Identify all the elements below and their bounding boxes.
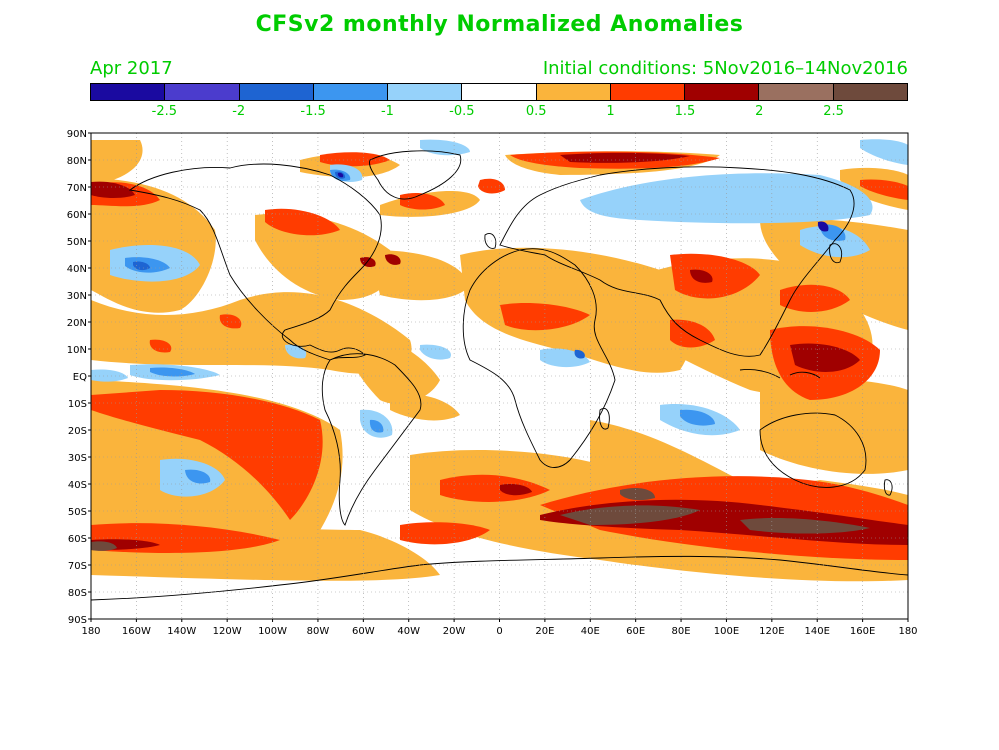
- latitude-label: 20S: [68, 426, 87, 437]
- latitude-label: 10S: [68, 399, 87, 410]
- colorbar-swatch: [388, 84, 463, 100]
- greenland-coast: [369, 150, 462, 200]
- longitude-label: 100E: [714, 626, 739, 637]
- colorbar-swatch: [685, 84, 760, 100]
- latitude-label: 70S: [68, 561, 87, 572]
- latitude-axis: 90N 80N 70N 60N 50N 40N 30N 20N 10N EQ 10S 20S 30S 40…: [67, 129, 91, 626]
- latitude-label: 90S: [68, 615, 87, 626]
- colorbar-swatch: [759, 84, 834, 100]
- colorbar-label: 0.5: [525, 104, 547, 119]
- latitude-label: 50N: [67, 237, 87, 248]
- colorbar-swatch: [239, 84, 314, 100]
- colorbar-swatch: [313, 84, 389, 100]
- latitude-label: EQ: [73, 372, 87, 383]
- extreme-warm-areas: [91, 487, 870, 551]
- longitude-label: 0: [496, 626, 502, 637]
- latitude-label: 80N: [67, 156, 87, 167]
- longitude-label: 140E: [805, 626, 830, 637]
- south-america-coast: [321, 353, 422, 526]
- longitude-label: 180: [898, 626, 917, 637]
- latitude-label: 40S: [68, 480, 87, 491]
- longitude-label: 120W: [213, 626, 242, 637]
- latitude-label: 50S: [68, 507, 87, 518]
- australia-coast: [759, 412, 867, 488]
- graticule: [91, 133, 908, 619]
- latitude-label: 80S: [68, 588, 87, 599]
- latitude-label: 70N: [67, 183, 87, 194]
- colorbar-label: -0.5: [449, 104, 475, 119]
- coastlines: [91, 150, 908, 601]
- longitude-label: 40E: [581, 626, 600, 637]
- latitude-label: 30S: [68, 453, 87, 464]
- latitude-label: 10N: [67, 345, 87, 356]
- uk-coast: [484, 233, 497, 249]
- longitude-label: 40W: [397, 626, 420, 637]
- colorbar-label: -2.5: [151, 104, 178, 119]
- latitude-label: 60S: [68, 534, 87, 545]
- eurasia-coast: [499, 166, 855, 357]
- longitude-label: 160E: [850, 626, 875, 637]
- colorbar-label: -2: [232, 104, 246, 119]
- north-america-coast: [128, 163, 382, 361]
- latitude-label: 40N: [67, 264, 87, 275]
- map-field: [91, 133, 908, 619]
- extreme-cool-areas: [337, 172, 829, 232]
- longitude-axis: 180 160W 140W 120W 100W 80W 60W 40W 20W 0 20E 40E 60…: [81, 619, 918, 637]
- longitude-label: 140W: [167, 626, 196, 637]
- japan-coast: [829, 243, 843, 264]
- latitude-label: 90N: [67, 129, 87, 140]
- colorbar-label: 2: [755, 104, 764, 119]
- longitude-label: 60W: [352, 626, 375, 637]
- colorbar-swatch: [610, 84, 686, 100]
- longitude-label: 80E: [672, 626, 691, 637]
- antarctica-coast: [91, 555, 908, 601]
- longitude-label: 100W: [258, 626, 287, 637]
- longitude-label: 160W: [122, 626, 151, 637]
- longitude-label: 180: [81, 626, 100, 637]
- colorbar-label: 1: [606, 104, 615, 119]
- longitude-label: 80W: [307, 626, 330, 637]
- colorbar: [90, 83, 908, 101]
- madagascar-coast: [599, 408, 610, 430]
- colorbar-swatch: [833, 84, 907, 100]
- latitude-label: 20N: [67, 318, 87, 329]
- colorbar-label: -1: [380, 104, 394, 119]
- forecast-month: Apr 2017: [90, 58, 173, 79]
- colorbar-label: -1.5: [300, 104, 326, 119]
- longitude-label: 20W: [443, 626, 466, 637]
- europe-africa-coast: [462, 248, 616, 468]
- initial-conditions: Initial conditions: 5Nov2016–14Nov2016: [542, 58, 908, 79]
- indonesia-coast: [739, 369, 821, 379]
- colorbar-swatch: [165, 84, 240, 100]
- colorbar-swatch: [462, 84, 537, 100]
- map-title: CFSv2 monthly Normalized Anomalies: [255, 12, 744, 37]
- latitude-label: 60N: [67, 210, 87, 221]
- latitude-label: 30N: [67, 291, 87, 302]
- longitude-label: 20E: [535, 626, 554, 637]
- colorbar-swatch: [91, 84, 166, 100]
- longitude-label: 60E: [626, 626, 645, 637]
- colorbar-label: 1.5: [674, 104, 696, 119]
- longitude-label: 120E: [759, 626, 784, 637]
- colorbar-label: 2.5: [823, 104, 844, 119]
- new-zealand-coast: [883, 479, 893, 496]
- colorbar-swatch: [536, 84, 611, 100]
